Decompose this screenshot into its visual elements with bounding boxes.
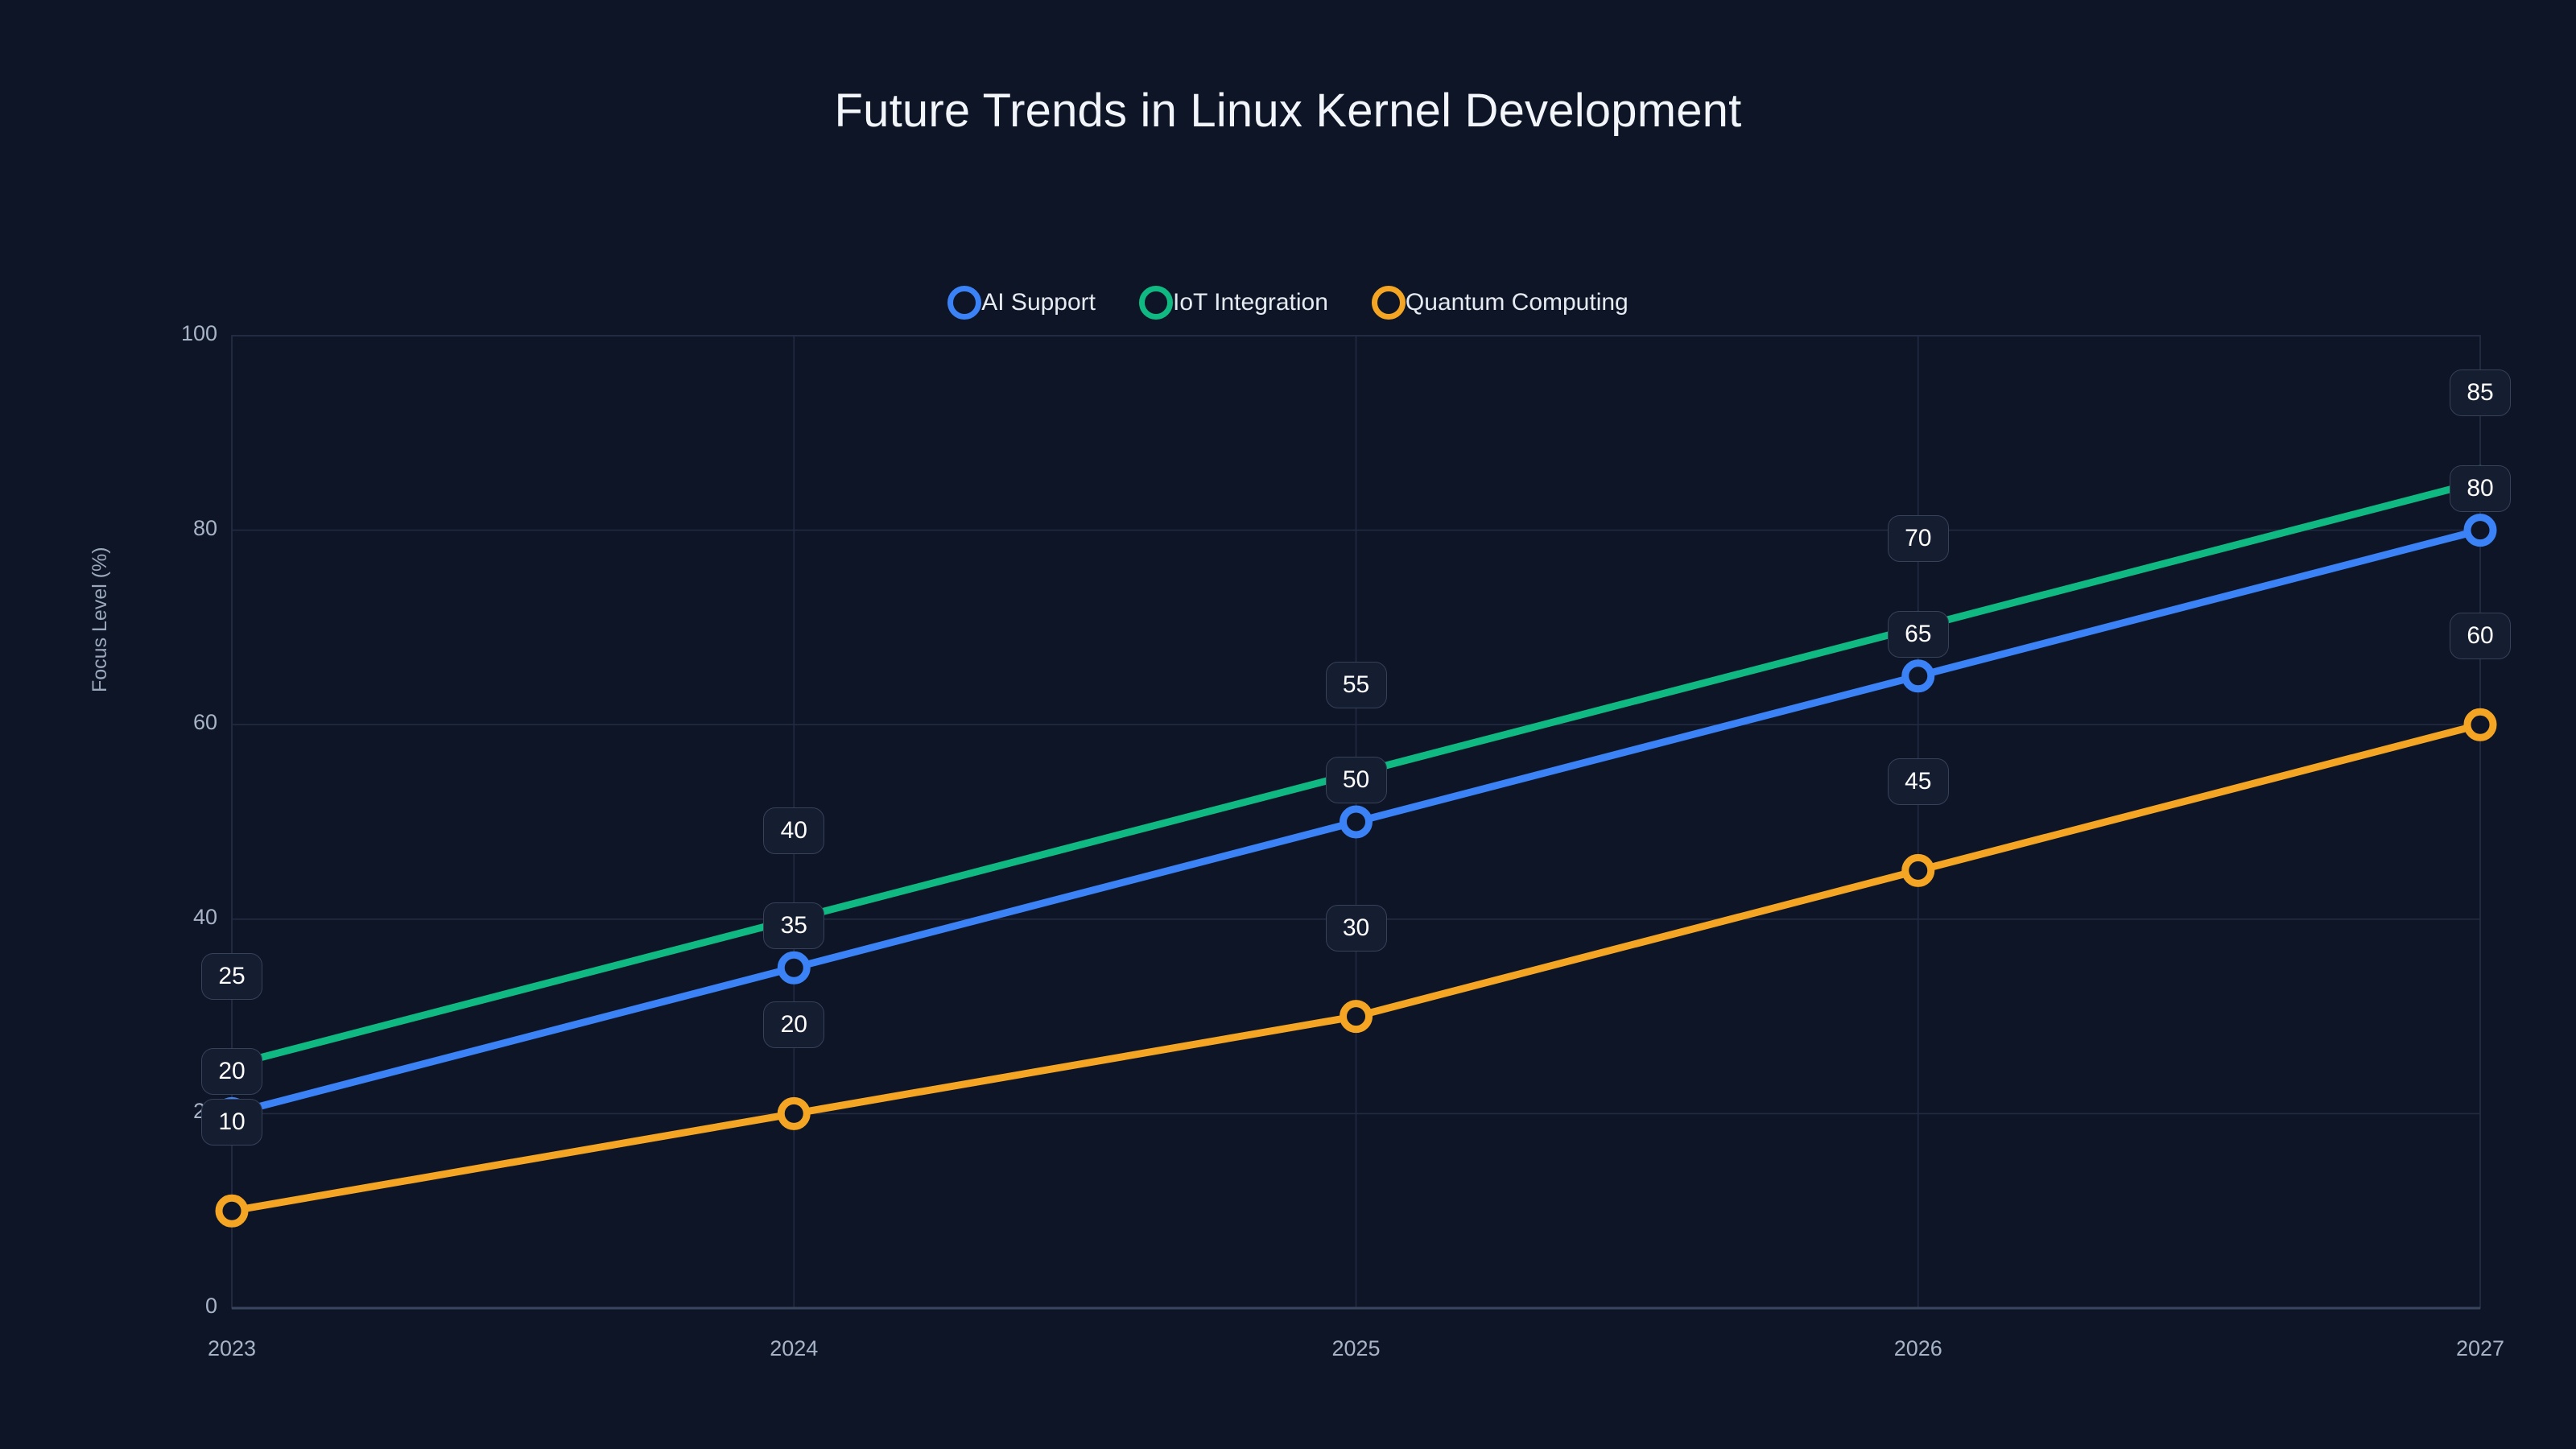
y-axis-tick-label: 0 bbox=[204, 1294, 217, 1318]
data-point-label: 50 bbox=[1325, 757, 1387, 803]
data-point-marker[interactable] bbox=[777, 951, 811, 985]
legend-item-label: Quantum Computing bbox=[1405, 289, 1629, 316]
y-axis-title: Focus Level (%) bbox=[89, 547, 111, 692]
data-point-marker[interactable] bbox=[2463, 514, 2497, 547]
data-point-label: 55 bbox=[1325, 661, 1387, 708]
legend-item-ai-support[interactable]: AI Support bbox=[947, 286, 1096, 320]
legend-item-label: IoT Integration bbox=[1173, 289, 1328, 316]
circle-outline-icon bbox=[1371, 286, 1406, 320]
data-point-label: 30 bbox=[1325, 904, 1387, 952]
circle-outline-icon bbox=[1139, 286, 1174, 320]
legend-item-iot-integration[interactable]: IoT Integration bbox=[1139, 286, 1328, 320]
data-point-marker[interactable] bbox=[215, 1194, 249, 1228]
data-point-label: 45 bbox=[1887, 758, 1949, 806]
y-axis-tick-label: 100 bbox=[180, 321, 217, 345]
data-point-label: 70 bbox=[1887, 515, 1949, 563]
data-point-label: 85 bbox=[2450, 369, 2511, 417]
x-axis-tick-label: 2025 bbox=[1331, 1336, 1381, 1360]
legend-item-label: AI Support bbox=[981, 289, 1096, 316]
data-point-marker[interactable] bbox=[2463, 708, 2497, 741]
x-axis-tick-label: 2024 bbox=[770, 1336, 819, 1360]
data-point-marker[interactable] bbox=[1340, 1000, 1373, 1034]
data-point-label: 10 bbox=[201, 1099, 262, 1146]
y-axis-tick-label: 60 bbox=[192, 710, 217, 735]
x-axis-tick-label: 2027 bbox=[2455, 1336, 2505, 1360]
data-point-label: 25 bbox=[201, 953, 262, 1000]
x-axis-tick-label: 2026 bbox=[1893, 1336, 1942, 1360]
data-point-label: 65 bbox=[1887, 610, 1949, 658]
data-point-label: 20 bbox=[201, 1048, 262, 1096]
data-point-marker[interactable] bbox=[1901, 659, 1935, 693]
legend-item-quantum-computing[interactable]: Quantum Computing bbox=[1371, 286, 1629, 320]
circle-outline-icon bbox=[947, 286, 982, 320]
data-point-label: 60 bbox=[2450, 613, 2511, 660]
y-axis-tick-label: 80 bbox=[192, 515, 217, 540]
chart-legend: AI Support IoT Integration Quantum Compu… bbox=[0, 286, 2576, 320]
data-point-marker[interactable] bbox=[1901, 853, 1935, 887]
x-axis-tick-label: 2023 bbox=[207, 1336, 257, 1360]
data-point-label: 35 bbox=[763, 902, 825, 950]
data-point-label: 40 bbox=[763, 807, 825, 854]
data-point-marker[interactable] bbox=[777, 1096, 811, 1130]
data-point-label: 80 bbox=[2450, 464, 2511, 512]
page-title: Future Trends in Linux Kernel Developmen… bbox=[834, 85, 1742, 137]
data-point-marker[interactable] bbox=[1340, 805, 1373, 839]
data-point-label: 20 bbox=[763, 1001, 825, 1049]
y-axis-tick-label: 40 bbox=[192, 904, 217, 929]
